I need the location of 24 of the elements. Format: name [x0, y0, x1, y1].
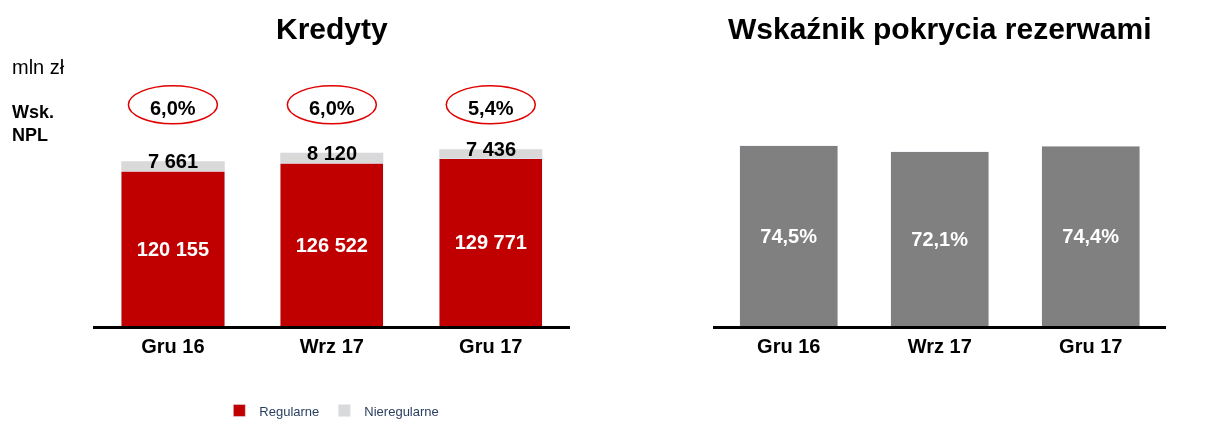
x-tick-label: Gru 16	[141, 335, 205, 357]
text: Wsk. NPL	[12, 102, 55, 146]
text: 5,4%	[468, 97, 514, 119]
text: 6,0%	[309, 97, 355, 119]
chart-title: Wskaźnik pokrycia rezerwami	[728, 12, 1152, 45]
x-tick-label: Wrz 17	[907, 335, 972, 357]
x-tick-label: Gru 16	[757, 335, 821, 357]
text: 6,0%	[150, 97, 196, 119]
legend-label: Regularne	[259, 403, 320, 419]
legend-label: Nieregularne	[364, 403, 439, 419]
data-label: 120 155	[136, 237, 210, 260]
data-label: 74,4%	[1062, 225, 1120, 248]
data-label: 74,5%	[760, 224, 818, 247]
x-tick-label: Gru 17	[1059, 335, 1123, 357]
text: mln zł	[12, 56, 65, 78]
data-label: 72,1%	[911, 227, 969, 250]
chart-title: Kredyty	[276, 12, 389, 45]
data-label: 7 661	[148, 150, 199, 172]
data-label: 8 120	[307, 142, 358, 164]
data-label: 126 522	[295, 233, 368, 256]
data-label: 129 771	[454, 231, 527, 254]
x-tick-label: Wrz 17	[299, 335, 364, 357]
x-tick-label: Gru 17	[459, 335, 523, 357]
data-label: 7 436	[466, 138, 517, 160]
